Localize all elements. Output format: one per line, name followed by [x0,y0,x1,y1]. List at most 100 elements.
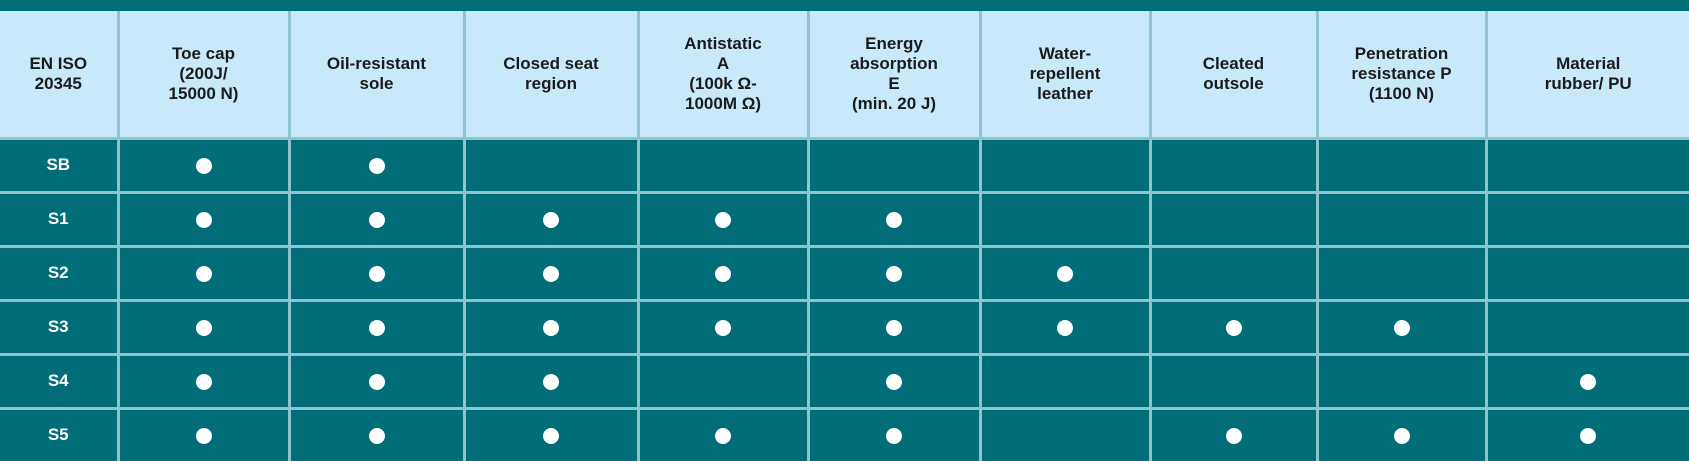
check-dot [195,427,212,444]
table-cell [116,136,291,194]
table-cell [806,406,982,461]
table-cell [1148,136,1319,194]
table-cell [462,352,640,410]
check-dot [886,319,902,336]
table-cell [287,352,466,410]
table-row: S1 [0,190,1689,248]
column-header: Energy absorption E (min. 20 J) [806,11,982,140]
table-row: SB [0,136,1689,194]
table-cell [806,352,982,410]
check-dot [886,427,902,444]
table-wrapper: EN ISO 20345 Toe cap (200J/ 15000 N) Oil-r… [0,11,1689,461]
check-dot [195,211,212,228]
table-cell [1148,298,1319,356]
check-dot [543,319,559,336]
table-cell [116,406,291,461]
row-label: SB [0,136,120,194]
table-cell [1315,136,1488,194]
table-cell [1148,244,1319,302]
table-cell [1484,244,1689,302]
table-cell [806,298,982,356]
table-cell [1148,190,1319,248]
table-row: S2 [0,244,1689,302]
table-cell [1484,352,1689,410]
table-cell [978,406,1152,461]
column-header: Water- repellent leather [978,11,1152,140]
row-label: S1 [0,190,120,248]
table-cell [1315,406,1488,461]
table-cell [287,298,466,356]
check-dot [1393,319,1410,336]
check-dot [1580,427,1597,444]
safety-class-table: EN ISO 20345 Toe cap (200J/ 15000 N) Oil-r… [0,11,1689,461]
column-header: Penetration resistance P (1100 N) [1315,11,1488,140]
table-cell [462,298,640,356]
table-cell [462,244,640,302]
table-cell [1484,136,1689,194]
column-header: Toe cap (200J/ 15000 N) [116,11,291,140]
column-header: Material rubber/ PU [1484,11,1689,140]
table-cell [636,136,810,194]
check-dot [715,319,731,336]
check-dot [715,265,731,282]
table-cell [462,136,640,194]
table-cell [1484,298,1689,356]
table-cell [1148,406,1319,461]
check-dot [1580,373,1597,390]
check-dot [368,373,385,390]
table-cell [1315,190,1488,248]
check-dot [195,265,212,282]
check-dot [1225,319,1242,336]
check-dot [886,373,902,390]
table-cell [1315,352,1488,410]
table-row: S3 [0,298,1689,356]
column-header: Oil-resistant sole [287,11,466,140]
check-dot [543,265,559,282]
table-cell [116,298,291,356]
table-row: S4 [0,352,1689,410]
table-cell [636,352,810,410]
table-cell [462,406,640,461]
table-cell [116,352,291,410]
check-dot [1057,319,1073,336]
check-dot [368,265,385,282]
table-cell [1315,298,1488,356]
table-cell [1484,190,1689,248]
check-dot [543,427,559,444]
check-dot [886,265,902,282]
check-dot [1057,265,1073,282]
table-body: EN ISO 20345 Toe cap (200J/ 15000 N) Oil-r… [0,11,1689,461]
check-dot [368,319,385,336]
table-cell [806,190,982,248]
table-cell [462,190,640,248]
column-header: Cleated outsole [1148,11,1319,140]
check-dot [715,211,731,228]
row-label: S4 [0,352,120,410]
check-dot [368,427,385,444]
column-header: Closed seat region [462,11,640,140]
row-label: S3 [0,298,120,356]
check-dot [1393,427,1410,444]
row-label: S2 [0,244,120,302]
table-cell [1315,244,1488,302]
check-dot [368,157,385,174]
row-label: S5 [0,406,120,461]
table-cell [636,244,810,302]
table-cell [116,190,291,248]
table-cell [287,136,466,194]
table-cell [978,298,1152,356]
table-cell [978,136,1152,194]
check-dot [543,211,559,228]
table-cell [806,244,982,302]
check-dot [368,211,385,228]
check-dot [1225,427,1242,444]
table-cell [287,244,466,302]
column-header: Antistatic A (100k Ω- 1000M Ω) [636,11,810,140]
table-cell [287,406,466,461]
check-dot [715,427,731,444]
table-cell [287,190,466,248]
table-cell [1148,352,1319,410]
table-cell [1484,406,1689,461]
table-cell [636,298,810,356]
